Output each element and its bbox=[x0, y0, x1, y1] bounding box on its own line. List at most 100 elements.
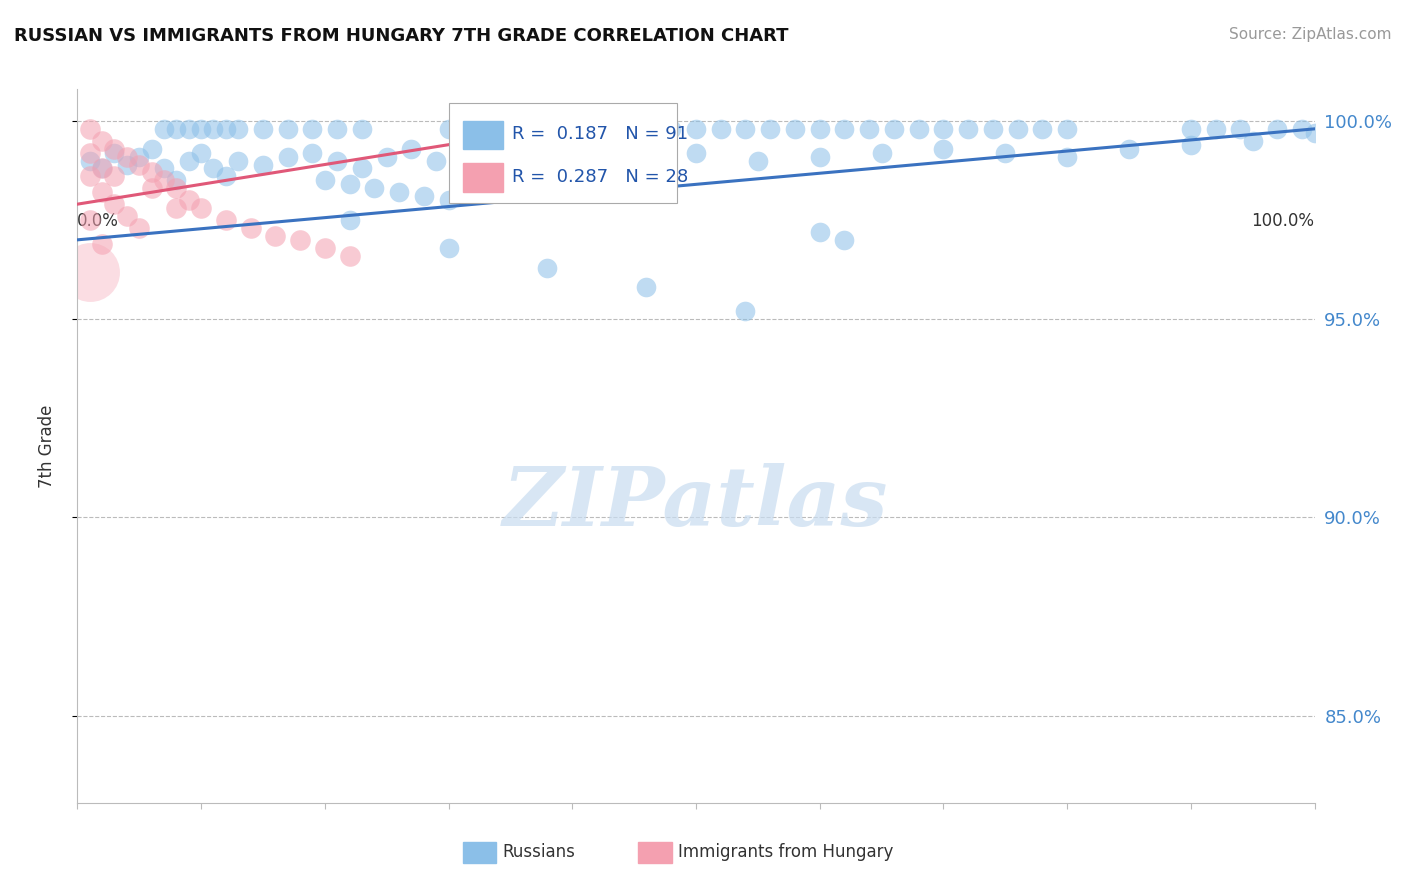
Point bbox=[834, 121, 856, 136]
Point bbox=[252, 157, 274, 171]
Point bbox=[1056, 150, 1078, 164]
Point bbox=[141, 142, 163, 156]
Point bbox=[190, 121, 212, 136]
Point bbox=[326, 153, 349, 168]
Point bbox=[165, 201, 187, 215]
Point bbox=[1180, 137, 1202, 152]
Point bbox=[226, 121, 249, 136]
Point bbox=[264, 228, 287, 243]
FancyBboxPatch shape bbox=[464, 120, 503, 149]
Point bbox=[226, 153, 249, 168]
Text: 0.0%: 0.0% bbox=[77, 212, 120, 230]
Point bbox=[277, 121, 299, 136]
Point bbox=[103, 145, 125, 160]
Point bbox=[375, 150, 398, 164]
Point bbox=[202, 121, 225, 136]
Text: R =  0.187   N = 91: R = 0.187 N = 91 bbox=[512, 125, 688, 143]
Point bbox=[177, 121, 200, 136]
Point bbox=[1303, 126, 1326, 140]
Point bbox=[499, 150, 522, 164]
Point bbox=[153, 121, 176, 136]
Point bbox=[165, 181, 187, 195]
Point bbox=[215, 121, 238, 136]
FancyBboxPatch shape bbox=[449, 103, 678, 203]
Point bbox=[994, 145, 1017, 160]
Point bbox=[339, 249, 361, 263]
Point bbox=[808, 150, 831, 164]
Point bbox=[215, 169, 238, 184]
Point bbox=[747, 153, 769, 168]
Point bbox=[401, 142, 423, 156]
Point bbox=[91, 161, 114, 176]
Point bbox=[561, 153, 583, 168]
Text: Source: ZipAtlas.com: Source: ZipAtlas.com bbox=[1229, 27, 1392, 42]
Point bbox=[1205, 121, 1227, 136]
Point bbox=[177, 193, 200, 207]
Point bbox=[1291, 121, 1313, 136]
Point bbox=[685, 121, 707, 136]
Point bbox=[858, 121, 880, 136]
Point bbox=[1180, 121, 1202, 136]
Point bbox=[710, 121, 733, 136]
Point bbox=[759, 121, 782, 136]
Point bbox=[1056, 121, 1078, 136]
Point bbox=[437, 193, 460, 207]
Text: ZIPatlas: ZIPatlas bbox=[503, 463, 889, 543]
Point bbox=[277, 150, 299, 164]
Point bbox=[190, 145, 212, 160]
FancyBboxPatch shape bbox=[464, 163, 503, 192]
Point bbox=[301, 121, 323, 136]
Point bbox=[339, 213, 361, 227]
Point bbox=[215, 213, 238, 227]
Point bbox=[610, 121, 633, 136]
Point bbox=[165, 121, 187, 136]
Point bbox=[636, 121, 658, 136]
Point bbox=[734, 304, 756, 318]
Point bbox=[91, 186, 114, 200]
Point bbox=[314, 241, 336, 255]
Text: RUSSIAN VS IMMIGRANTS FROM HUNGARY 7TH GRADE CORRELATION CHART: RUSSIAN VS IMMIGRANTS FROM HUNGARY 7TH G… bbox=[14, 27, 789, 45]
Point bbox=[350, 161, 373, 176]
Point bbox=[128, 221, 150, 235]
Point bbox=[79, 169, 101, 184]
Point bbox=[177, 153, 200, 168]
Point bbox=[153, 161, 176, 176]
Text: Immigrants from Hungary: Immigrants from Hungary bbox=[678, 843, 893, 861]
Point bbox=[301, 145, 323, 160]
Point bbox=[1007, 121, 1029, 136]
Point bbox=[252, 121, 274, 136]
Point bbox=[79, 153, 101, 168]
Point bbox=[1118, 142, 1140, 156]
Point bbox=[463, 121, 485, 136]
Point bbox=[79, 264, 101, 278]
Point bbox=[536, 121, 558, 136]
Point bbox=[808, 225, 831, 239]
Point bbox=[103, 169, 125, 184]
Point bbox=[883, 121, 905, 136]
Point bbox=[350, 121, 373, 136]
Point bbox=[932, 121, 955, 136]
Point bbox=[388, 186, 411, 200]
Point bbox=[450, 161, 472, 176]
Point bbox=[153, 173, 176, 187]
Point bbox=[326, 121, 349, 136]
Point bbox=[165, 173, 187, 187]
Point bbox=[1267, 121, 1289, 136]
Text: 100.0%: 100.0% bbox=[1251, 212, 1315, 230]
Point bbox=[103, 197, 125, 211]
Point bbox=[685, 145, 707, 160]
Point bbox=[79, 121, 101, 136]
Point bbox=[190, 201, 212, 215]
Point bbox=[115, 209, 138, 223]
Point bbox=[91, 161, 114, 176]
Point bbox=[932, 142, 955, 156]
Point bbox=[659, 121, 682, 136]
Point bbox=[437, 121, 460, 136]
Point bbox=[79, 213, 101, 227]
Point bbox=[91, 134, 114, 148]
Point bbox=[141, 181, 163, 195]
Point bbox=[783, 121, 806, 136]
Point bbox=[425, 153, 447, 168]
Point bbox=[1031, 121, 1053, 136]
Point bbox=[314, 173, 336, 187]
